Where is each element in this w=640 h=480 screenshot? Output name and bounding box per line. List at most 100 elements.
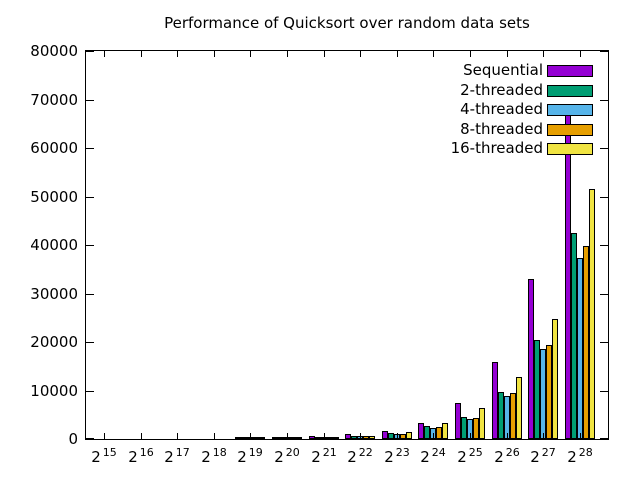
- x-tick-mark: [507, 433, 508, 439]
- x-axis-tick-label: 2 17: [164, 446, 190, 466]
- bar-16-threaded-2e26: [516, 377, 522, 439]
- x-axis-tick-label: 2 22: [347, 446, 373, 466]
- bar-2-threaded-2e23: [388, 433, 394, 439]
- y-tick-mark: [600, 438, 608, 439]
- bar-2-threaded-2e26: [498, 392, 504, 439]
- bar-2-threaded-2e21: [315, 437, 321, 439]
- bar-16-threaded-2e23: [406, 432, 412, 439]
- x-tick-mark: [507, 51, 508, 57]
- x-tick-mark: [470, 51, 471, 57]
- x-tick-mark: [250, 51, 251, 57]
- bar-8-threaded-2e20: [290, 437, 296, 439]
- x-tick-mark: [397, 433, 398, 439]
- x-tick-mark: [433, 433, 434, 439]
- y-tick-mark: [86, 51, 94, 52]
- y-tick-mark: [86, 197, 94, 198]
- x-axis-tick-label: 2 28: [567, 446, 593, 466]
- bar-8-threaded-2e21: [327, 437, 333, 439]
- x-tick-mark: [177, 433, 178, 439]
- y-axis-tick-label: 70000: [30, 91, 78, 109]
- bar-2-threaded-2e25: [461, 417, 467, 439]
- y-tick-mark: [600, 391, 608, 392]
- x-tick-mark: [214, 51, 215, 57]
- x-axis-tick-label: 2 15: [91, 446, 117, 466]
- bar-2-threaded-2e19: [241, 437, 247, 439]
- x-tick-mark: [360, 433, 361, 439]
- legend-swatch-4-threaded: [547, 104, 593, 116]
- legend-label-16-threaded: 16-threaded: [450, 139, 543, 157]
- y-axis-tick-label: 50000: [30, 188, 78, 206]
- bar-8-threaded-2e19: [253, 437, 259, 439]
- x-axis-tick-label: 2 26: [494, 446, 520, 466]
- x-tick-mark: [580, 433, 581, 439]
- y-tick-mark: [86, 245, 94, 246]
- legend-label-4-threaded: 4-threaded: [460, 100, 543, 118]
- legend-swatch-sequential: [547, 65, 593, 77]
- y-tick-mark: [86, 100, 94, 101]
- x-tick-mark: [324, 51, 325, 57]
- bar-sequential-2e24: [418, 423, 424, 439]
- x-tick-mark: [287, 51, 288, 57]
- bar-sequential-2e25: [455, 403, 461, 439]
- bar-sequential-2e23: [382, 431, 388, 439]
- y-tick-mark: [86, 294, 94, 295]
- x-tick-mark: [104, 51, 105, 57]
- bar-sequential-2e21: [309, 436, 315, 439]
- x-axis-tick-label: 2 16: [128, 446, 154, 466]
- y-tick-mark: [86, 342, 94, 343]
- legend-swatch-8-threaded: [547, 124, 593, 136]
- y-axis-tick-label: 0: [68, 430, 78, 448]
- y-tick-mark: [600, 51, 608, 52]
- y-tick-mark: [600, 148, 608, 149]
- y-tick-mark: [600, 342, 608, 343]
- legend-label-8-threaded: 8-threaded: [460, 120, 543, 138]
- bar-sequential-2e20: [272, 437, 278, 439]
- x-tick-mark: [324, 433, 325, 439]
- bar-16-threaded-2e25: [479, 408, 485, 439]
- y-axis-tick-label: 30000: [30, 285, 78, 303]
- bar-sequential-2e27: [528, 279, 534, 439]
- bar-8-threaded-2e22: [363, 436, 369, 439]
- x-tick-mark: [104, 433, 105, 439]
- bar-sequential-2e22: [345, 434, 351, 439]
- bar-16-threaded-2e27: [552, 319, 558, 439]
- bar-16-threaded-2e20: [296, 437, 302, 439]
- plot-area: [85, 50, 609, 440]
- x-axis-tick-label: 2 24: [420, 446, 446, 466]
- bar-16-threaded-2e22: [369, 436, 375, 439]
- y-tick-mark: [600, 294, 608, 295]
- y-axis-tick-label: 40000: [30, 236, 78, 254]
- y-tick-mark: [86, 148, 94, 149]
- x-tick-mark: [141, 51, 142, 57]
- bar-16-threaded-2e24: [442, 423, 448, 439]
- x-tick-mark: [543, 433, 544, 439]
- x-axis-tick-label: 2 27: [530, 446, 556, 466]
- x-tick-mark: [397, 51, 398, 57]
- x-axis-tick-label: 2 25: [457, 446, 483, 466]
- x-axis-tick-label: 2 23: [384, 446, 410, 466]
- x-tick-mark: [250, 433, 251, 439]
- bar-2-threaded-2e28: [571, 233, 577, 439]
- x-tick-mark: [543, 51, 544, 57]
- y-axis-tick-label: 20000: [30, 333, 78, 351]
- y-tick-mark: [86, 438, 94, 439]
- bar-8-threaded-2e27: [546, 345, 552, 439]
- x-tick-mark: [177, 51, 178, 57]
- bar-8-threaded-2e23: [400, 434, 406, 439]
- chart-title: Performance of Quicksort over random dat…: [164, 14, 530, 32]
- x-axis-tick-label: 2 18: [201, 446, 227, 466]
- y-axis-tick-label: 10000: [30, 382, 78, 400]
- bar-16-threaded-2e19: [259, 437, 265, 439]
- x-tick-mark: [287, 433, 288, 439]
- legend-swatch-16-threaded: [547, 143, 593, 155]
- y-tick-mark: [600, 100, 608, 101]
- y-tick-mark: [600, 245, 608, 246]
- legend-label-2-threaded: 2-threaded: [460, 81, 543, 99]
- bar-16-threaded-2e21: [333, 437, 339, 439]
- x-tick-mark: [433, 51, 434, 57]
- bar-8-threaded-2e25: [473, 418, 479, 439]
- x-axis-tick-label: 2 19: [237, 446, 263, 466]
- bar-2-threaded-2e20: [278, 437, 284, 439]
- x-axis-tick-label: 2 20: [274, 446, 300, 466]
